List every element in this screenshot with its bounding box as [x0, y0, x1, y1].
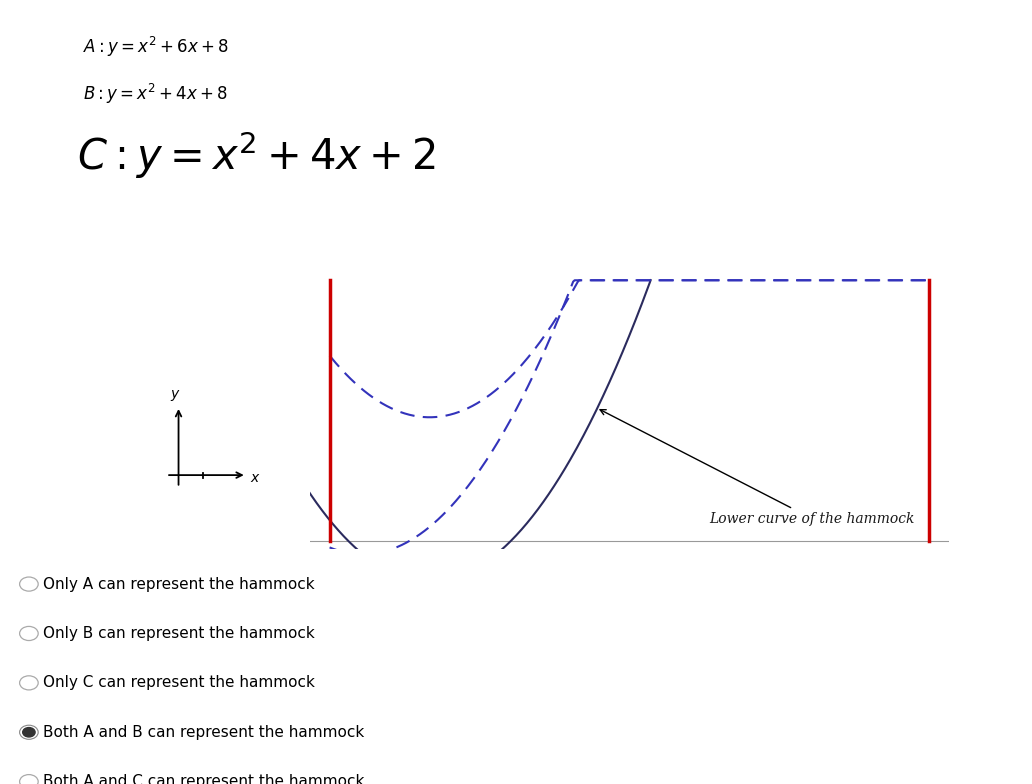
Text: Only C can represent the hammock: Only C can represent the hammock	[43, 675, 315, 691]
Text: Lower curve of the hammock: Lower curve of the hammock	[600, 410, 915, 525]
Text: $x$: $x$	[250, 471, 260, 485]
Text: Both A and B can represent the hammock: Both A and B can represent the hammock	[43, 724, 364, 740]
Text: Both A and C can represent the hammock: Both A and C can represent the hammock	[43, 774, 364, 784]
Text: $\mathit{A}: y = x^2 + 6x + 8$: $\mathit{A}: y = x^2 + 6x + 8$	[83, 35, 228, 60]
Text: Only B can represent the hammock: Only B can represent the hammock	[43, 626, 315, 641]
Text: $y$: $y$	[170, 388, 181, 403]
Text: $C : y = x^2 + 4x + 2$: $C : y = x^2 + 4x + 2$	[77, 129, 437, 181]
Text: $\mathit{B}: y = x^2 + 4x + 8$: $\mathit{B}: y = x^2 + 4x + 8$	[83, 82, 227, 107]
Text: Only A can represent the hammock: Only A can represent the hammock	[43, 576, 315, 592]
